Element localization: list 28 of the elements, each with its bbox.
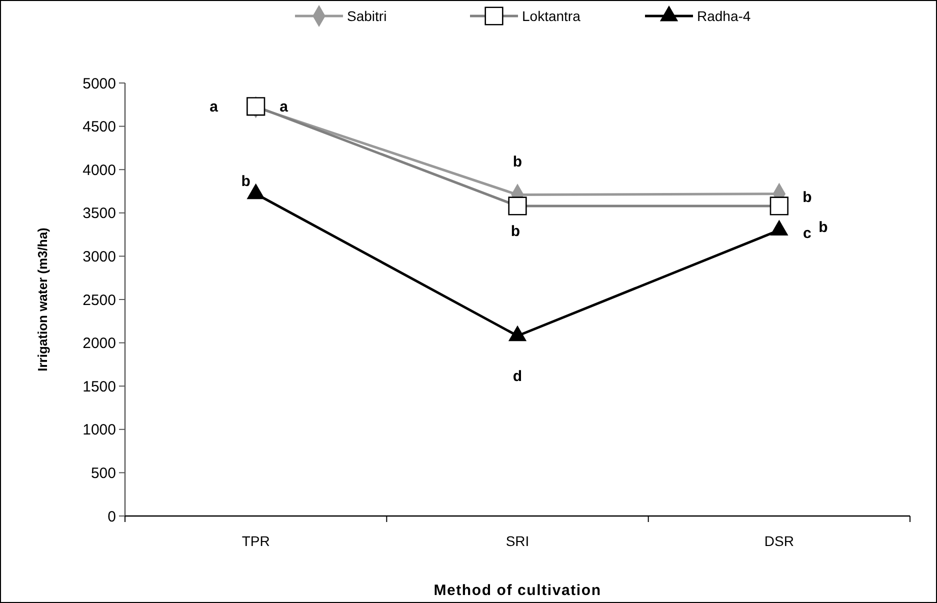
annotation: d [512,368,522,385]
annotation: b [241,172,250,190]
y-tick-label: 3500 [82,205,116,222]
annotation: b [510,222,520,240]
x-tick-label: TPR [242,533,270,549]
y-tick-label: 1500 [82,378,116,396]
legend-label: Loktantra [522,8,581,24]
annotation: c [802,225,812,242]
annotation: a [210,98,219,116]
legend-label: Radha-4 [697,8,751,24]
y-tick-label: 5000 [82,75,116,92]
annotation: b [818,218,828,236]
y-tick-label: 3000 [82,248,116,266]
y-tick-label: 4500 [82,118,116,136]
x-tick-label: SRI [506,533,530,549]
legend-label: Sabitri [347,8,387,24]
y-tick-label: 500 [90,464,116,482]
y-tick-label: 1000 [82,422,116,439]
annotation: a [280,98,289,116]
x-tick-label: DSR [764,533,794,549]
annotation: b [802,188,812,206]
y-axis-title: Irrigation water (m3/ha) [35,228,50,372]
y-tick-label: 2500 [82,292,116,309]
annotation: b [512,154,522,171]
y-tick-label: 4000 [82,162,116,179]
y-tick-label: 0 [108,508,116,526]
x-axis-title: Method of cultivation [434,582,602,599]
y-tick-label: 2000 [82,335,116,352]
